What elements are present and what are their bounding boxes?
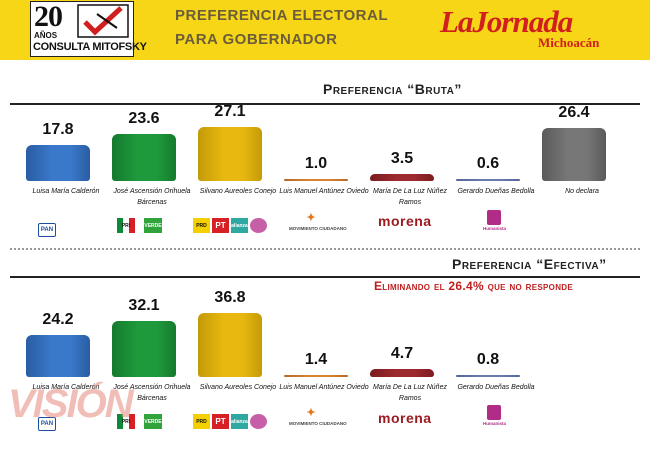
watermark: VISIÓN (8, 382, 134, 426)
bar (456, 375, 520, 377)
bar (198, 312, 262, 377)
bar (370, 368, 434, 377)
checkmark-icon (77, 4, 129, 38)
bar (26, 145, 90, 181)
bar (456, 179, 520, 181)
bar (112, 133, 176, 181)
candidate-label: Gerardo Dueñas Bedolla (457, 384, 535, 391)
pt-logo: PT (212, 218, 229, 233)
value-label: 1.4 (304, 350, 328, 368)
pan-logo: PAN (38, 417, 56, 431)
party-circle-icon (250, 218, 267, 233)
bar (542, 128, 606, 181)
value-label: 4.7 (390, 344, 414, 362)
logo-years: AÑOS (34, 31, 58, 40)
bar (198, 126, 262, 181)
bar (284, 374, 348, 377)
value-label: 27.1 (214, 102, 246, 120)
movimiento-ciudadano-label: MOVIMIENTO CIUDADANO (289, 421, 347, 426)
value-label: 1.0 (304, 155, 328, 172)
morena-logo: morena (378, 213, 432, 229)
humanista-icon (487, 210, 501, 225)
prd-logo: PRD (193, 414, 210, 429)
value-label: 23.6 (128, 109, 160, 127)
value-label: 0.8 (476, 351, 500, 368)
humanista-icon (487, 405, 501, 420)
section-bruta-rule (10, 103, 640, 105)
mitofsky-logo: 20 AÑOS CONSULTA MITOFSKY (30, 0, 147, 57)
candidate-label: Gerardo Dueñas Bedolla (457, 188, 535, 195)
candidate-label: José Ascensión Orihuela Bárcenas (113, 188, 191, 206)
logo-number: 20 (34, 0, 63, 33)
section-efectiva-title: Preferencia “Efectiva” (452, 256, 607, 272)
verde-logo: VERDE (144, 414, 162, 429)
candidate-label: Luis Manuel Antúnez Oviedo (279, 188, 369, 195)
value-label: 0.6 (476, 155, 500, 172)
brand-subtitle: Michoacán (538, 35, 600, 50)
section-divider (10, 248, 640, 250)
value-label: 26.4 (558, 104, 590, 122)
candidate-label: María De La Luz Núñez Ramos (373, 384, 447, 402)
header-banner: 20 AÑOS CONSULTA MITOFSKY PREFERENCIA EL… (0, 0, 650, 60)
pri-logo: PRI (117, 414, 135, 429)
bar (370, 174, 434, 181)
humanista-label: Humanista (483, 421, 507, 426)
brand-logo: LaJornada (440, 4, 573, 39)
section-efectiva-subtitle: Eliminando el 26.4% que no responde (374, 279, 573, 293)
alianza-logo: alianza (231, 218, 248, 233)
candidate-label: Silvano Aureoles Conejo (199, 384, 277, 391)
pt-logo: PT (212, 414, 229, 429)
value-label: 17.8 (42, 121, 74, 139)
candidate-label: María De La Luz Núñez Ramos (373, 188, 447, 206)
movimiento-ciudadano-icon: ✦ (306, 212, 316, 224)
prd-logo: PRD (193, 218, 210, 233)
title-line-1: PREFERENCIA ELECTORAL (175, 7, 389, 24)
section-bruta-title: Preferencia “Bruta” (323, 81, 462, 97)
bar (284, 179, 348, 181)
bar (26, 334, 90, 377)
section-efectiva-rule (10, 276, 640, 278)
value-label: 24.2 (42, 310, 74, 328)
movimiento-ciudadano-label: MOVIMIENTO CIUDADANO (289, 226, 347, 231)
morena-logo: morena (378, 410, 432, 426)
pri-logo: PRI (117, 218, 135, 233)
value-label: 36.8 (214, 288, 246, 306)
bar (112, 320, 176, 377)
page-title: PREFERENCIA ELECTORAL PARA GOBERNADOR (175, 4, 388, 52)
logo-name: CONSULTA MITOFSKY (33, 41, 147, 53)
candidate-label: José Ascensión Orihuela Bárcenas (113, 384, 191, 402)
candidate-label: Luisa María Calderón (32, 188, 100, 195)
verde-logo: VERDE (144, 218, 162, 233)
alianza-logo: alianza (231, 414, 248, 429)
candidate-label: No declara (565, 188, 599, 195)
candidate-label: Silvano Aureoles Conejo (199, 188, 277, 195)
title-line-2: PARA GOBERNADOR (175, 31, 338, 48)
candidate-label: Luis Manuel Antúnez Oviedo (279, 384, 369, 391)
value-label: 3.5 (390, 150, 414, 167)
party-circle-icon (250, 414, 267, 429)
pan-logo: PAN (38, 223, 56, 237)
candidate-label: Luisa María Calderón (32, 384, 100, 391)
value-label: 32.1 (128, 296, 160, 314)
humanista-label: Humanista (483, 226, 507, 231)
movimiento-ciudadano-icon: ✦ (306, 407, 316, 419)
